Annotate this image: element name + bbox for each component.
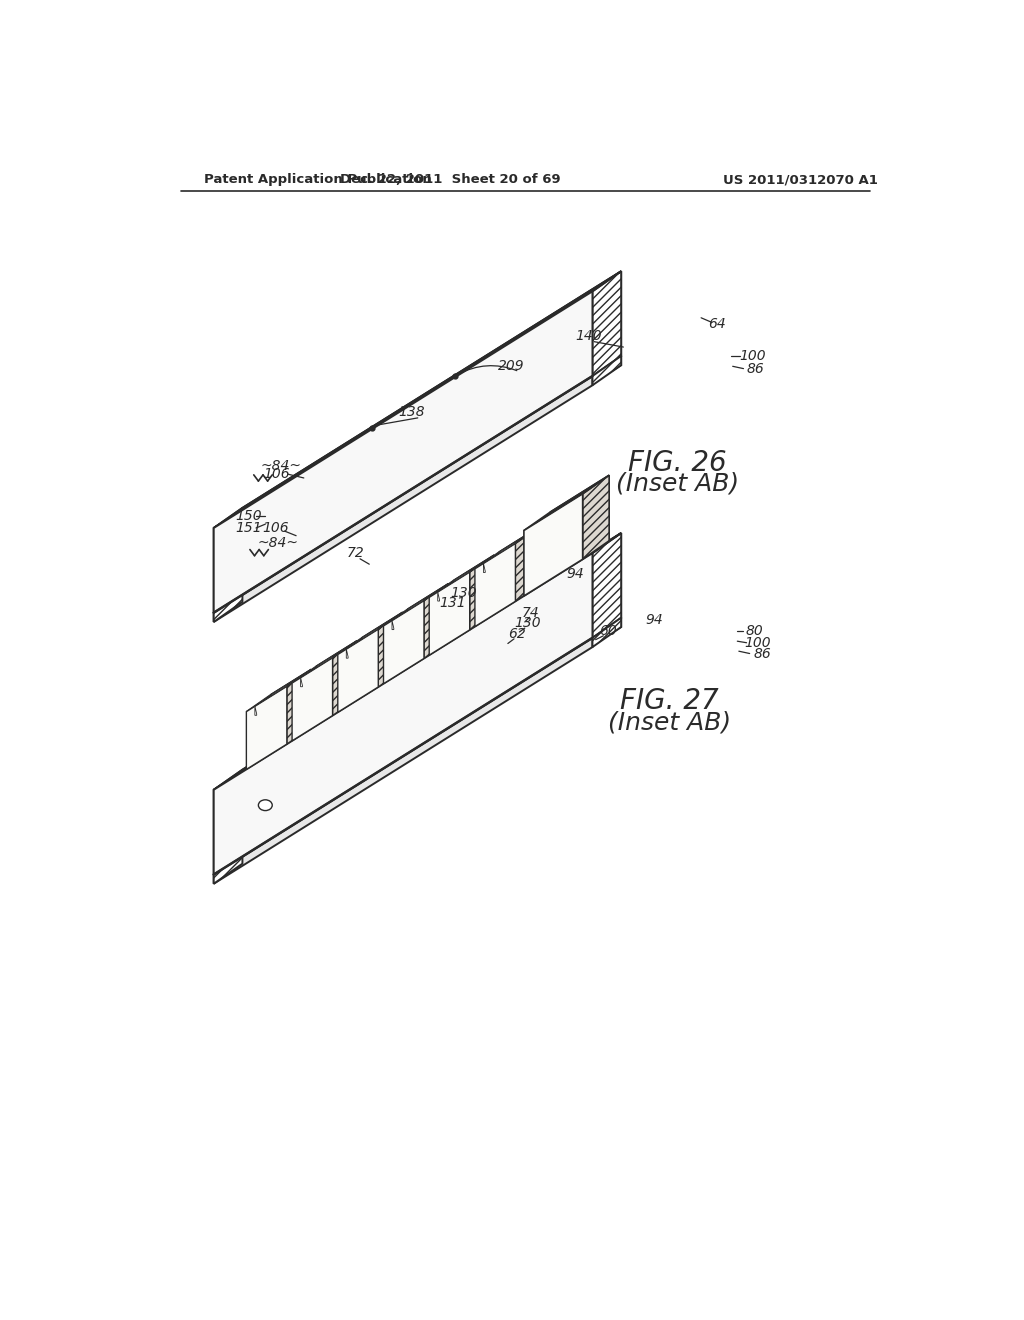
Polygon shape [437,561,485,591]
Text: 130: 130 [450,586,476,599]
Polygon shape [243,356,622,602]
Polygon shape [524,494,583,597]
Text: 140: 140 [575,329,602,342]
Polygon shape [214,770,243,875]
Ellipse shape [258,800,272,810]
Polygon shape [214,292,593,612]
Polygon shape [424,583,449,659]
Polygon shape [287,669,311,744]
Polygon shape [243,618,622,863]
Polygon shape [255,706,257,715]
Polygon shape [214,508,243,612]
Polygon shape [316,640,356,723]
Polygon shape [255,675,303,706]
Text: 151: 151 [236,521,262,535]
Polygon shape [301,647,348,677]
Polygon shape [454,556,494,638]
Polygon shape [292,640,356,682]
Polygon shape [483,564,485,573]
Text: 74: 74 [522,606,540,619]
Text: 86: 86 [753,647,771,660]
Polygon shape [475,544,515,627]
Text: 100: 100 [744,636,771,649]
Text: 94: 94 [566,568,585,581]
Polygon shape [408,583,449,667]
Text: 131: 131 [439,597,466,610]
Polygon shape [214,376,593,622]
Polygon shape [214,854,243,884]
Polygon shape [270,669,311,752]
Text: 72: 72 [346,545,365,560]
Polygon shape [593,618,622,647]
Polygon shape [392,589,439,620]
Polygon shape [470,556,494,630]
Text: 130: 130 [515,616,542,631]
Text: 209: 209 [499,359,525,374]
Text: Patent Application Publication: Patent Application Publication [204,173,431,186]
Polygon shape [247,686,287,770]
Text: 100: 100 [739,350,766,363]
Polygon shape [515,527,540,602]
Polygon shape [333,640,356,715]
Polygon shape [247,669,311,711]
Text: FIG. 26: FIG. 26 [628,449,727,477]
Polygon shape [384,583,449,626]
Text: 60: 60 [599,624,616,638]
Polygon shape [483,532,531,564]
Polygon shape [593,356,622,385]
Polygon shape [500,527,540,610]
Polygon shape [384,601,424,684]
Polygon shape [243,271,622,593]
Text: 106: 106 [262,521,289,535]
Text: Dec. 22, 2011  Sheet 20 of 69: Dec. 22, 2011 Sheet 20 of 69 [340,173,560,186]
Text: US 2011/0312070 A1: US 2011/0312070 A1 [723,173,878,186]
Polygon shape [346,618,394,649]
Polygon shape [524,475,609,531]
Text: 86: 86 [746,362,765,376]
Text: 62: 62 [508,627,526,642]
Text: 106: 106 [263,467,290,480]
Text: ~84~: ~84~ [258,536,299,550]
Polygon shape [593,271,622,376]
Polygon shape [362,612,402,696]
Polygon shape [593,533,622,638]
Text: ~84~: ~84~ [260,459,301,474]
Polygon shape [437,591,439,601]
Polygon shape [378,612,402,686]
Polygon shape [243,533,622,854]
Text: 64: 64 [709,317,726,331]
Polygon shape [475,527,540,569]
Text: (Inset AB): (Inset AB) [608,710,731,734]
Text: FIG. 27: FIG. 27 [621,688,719,715]
Text: 138: 138 [398,405,425,420]
Polygon shape [536,483,597,523]
Polygon shape [214,553,593,875]
Polygon shape [214,533,622,789]
Polygon shape [550,475,609,577]
Text: 94: 94 [645,614,663,627]
Polygon shape [214,638,593,884]
Polygon shape [583,475,609,560]
Text: 150: 150 [236,508,262,523]
Polygon shape [214,271,622,528]
Text: (Inset AB): (Inset AB) [615,471,739,495]
Polygon shape [392,620,394,630]
Polygon shape [338,612,402,655]
Polygon shape [429,572,470,655]
Polygon shape [429,556,494,598]
Polygon shape [292,657,333,741]
Polygon shape [346,649,348,659]
Polygon shape [301,677,302,686]
Text: 80: 80 [745,624,763,638]
Polygon shape [338,630,378,713]
Polygon shape [214,593,243,622]
